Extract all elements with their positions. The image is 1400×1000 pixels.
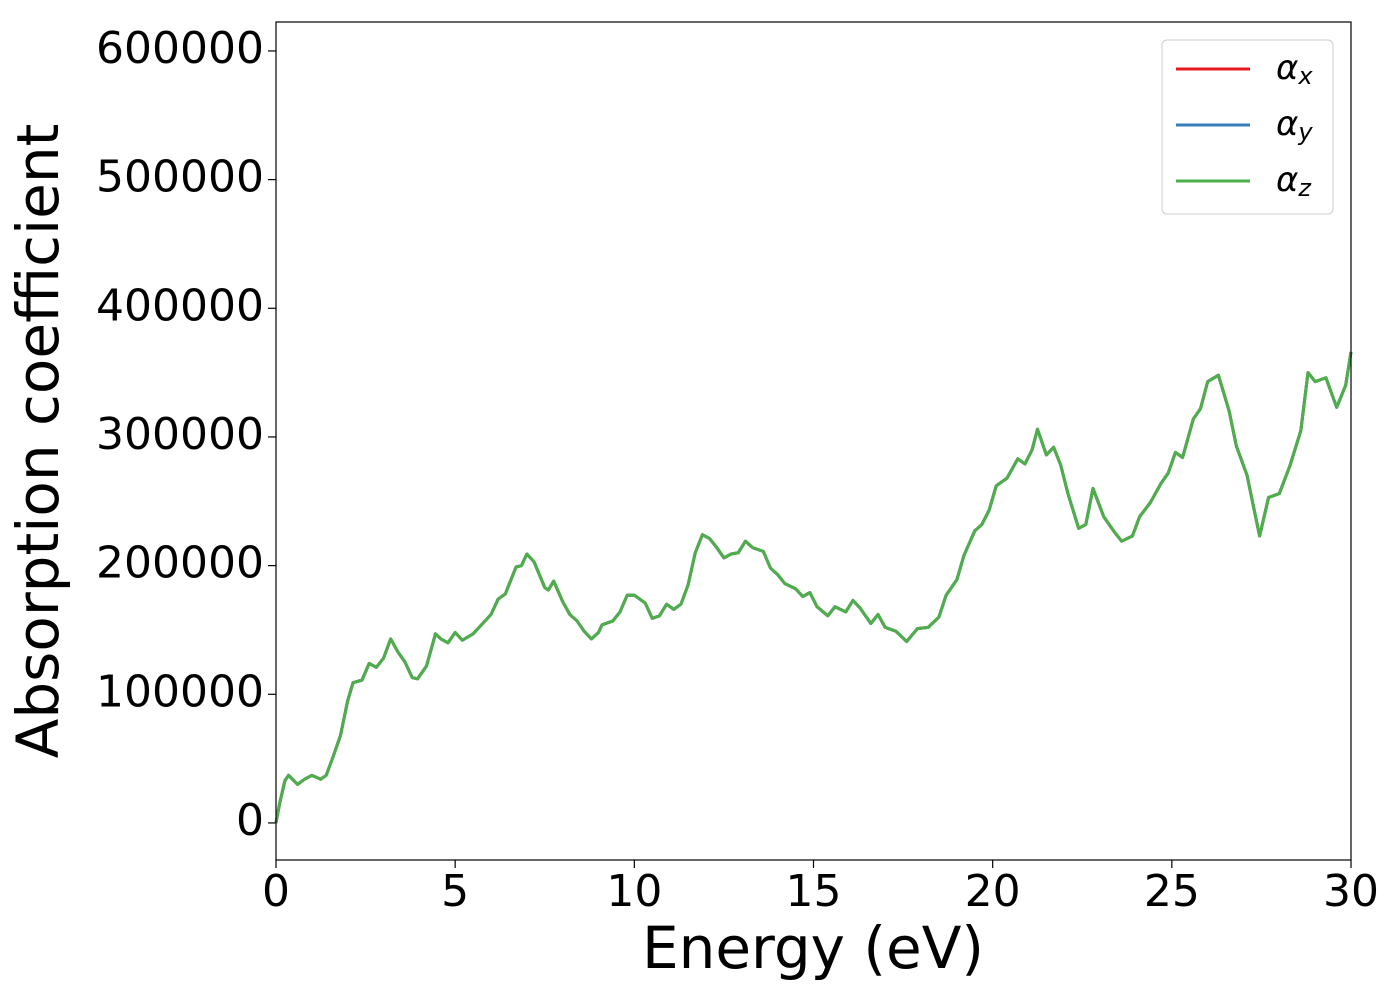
- x-axis-label: Energy (eV): [642, 914, 984, 982]
- plot-frame: [275, 21, 1352, 861]
- x-tick-label: 10: [606, 866, 662, 917]
- y-tick-label: 600000: [96, 23, 264, 74]
- x-tick-label: 25: [1144, 866, 1200, 917]
- y-tick-label: 300000: [96, 409, 264, 460]
- x-tick-label: 0: [262, 866, 290, 917]
- legend-label: αx: [1276, 48, 1313, 91]
- y-axis-label: Absorption coefficient: [4, 124, 72, 759]
- y-tick-label: 500000: [96, 152, 264, 203]
- y-tick-label: 0: [236, 795, 264, 846]
- line: [274, 351, 1353, 824]
- legend-box: [1161, 39, 1334, 215]
- x-tick-label: 30: [1323, 866, 1379, 917]
- legend-label: αy: [1276, 104, 1313, 147]
- legend-label: αz: [1276, 160, 1312, 203]
- line: [274, 351, 1353, 824]
- x-tick-label: 5: [441, 866, 469, 917]
- y-tick-label: 400000: [96, 280, 264, 331]
- line: [274, 351, 1353, 824]
- y-tick-label: 200000: [96, 538, 264, 589]
- x-tick-label: 15: [786, 866, 842, 917]
- y-tick-label: 100000: [96, 666, 264, 717]
- x-tick-label: 20: [965, 866, 1021, 917]
